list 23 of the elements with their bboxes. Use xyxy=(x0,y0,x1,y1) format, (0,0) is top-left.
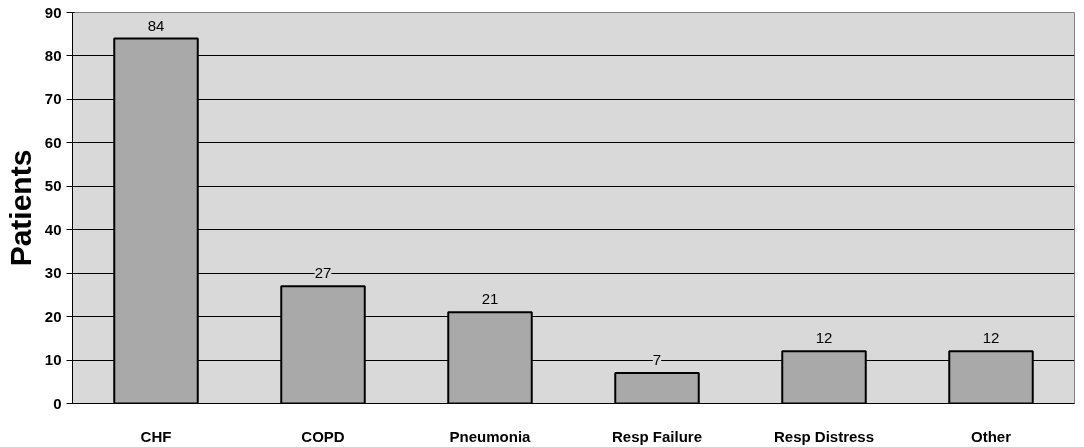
y-tick-label: 30 xyxy=(44,264,62,282)
x-tick-label: Resp Failure xyxy=(611,427,703,445)
y-tick-label: 90 xyxy=(44,3,62,21)
y-tick-label: 0 xyxy=(53,394,62,412)
y-tick-label: 60 xyxy=(44,133,62,151)
x-tick-label: Resp Distress xyxy=(773,427,875,445)
y-tick-label: 70 xyxy=(44,90,62,108)
y-tick-label: 80 xyxy=(44,46,62,64)
x-tick-label: Other xyxy=(971,427,1012,445)
data-label: 27 xyxy=(314,264,332,282)
x-tick-label: Pneumonia xyxy=(449,427,532,445)
data-label: 12 xyxy=(815,329,833,347)
data-label: 7 xyxy=(652,351,662,369)
y-tick-label: 10 xyxy=(44,351,62,369)
data-label: 21 xyxy=(481,290,499,308)
x-tick-label: COPD xyxy=(301,427,345,445)
y-tick-label: 50 xyxy=(44,177,62,195)
y-tick-label: 40 xyxy=(44,220,62,238)
data-label: 84 xyxy=(147,16,165,34)
x-tick-label: CHF xyxy=(140,427,172,445)
y-tick-label: 20 xyxy=(44,307,62,325)
data-label: 12 xyxy=(982,329,1000,347)
y-axis-title: Patients xyxy=(3,149,37,267)
